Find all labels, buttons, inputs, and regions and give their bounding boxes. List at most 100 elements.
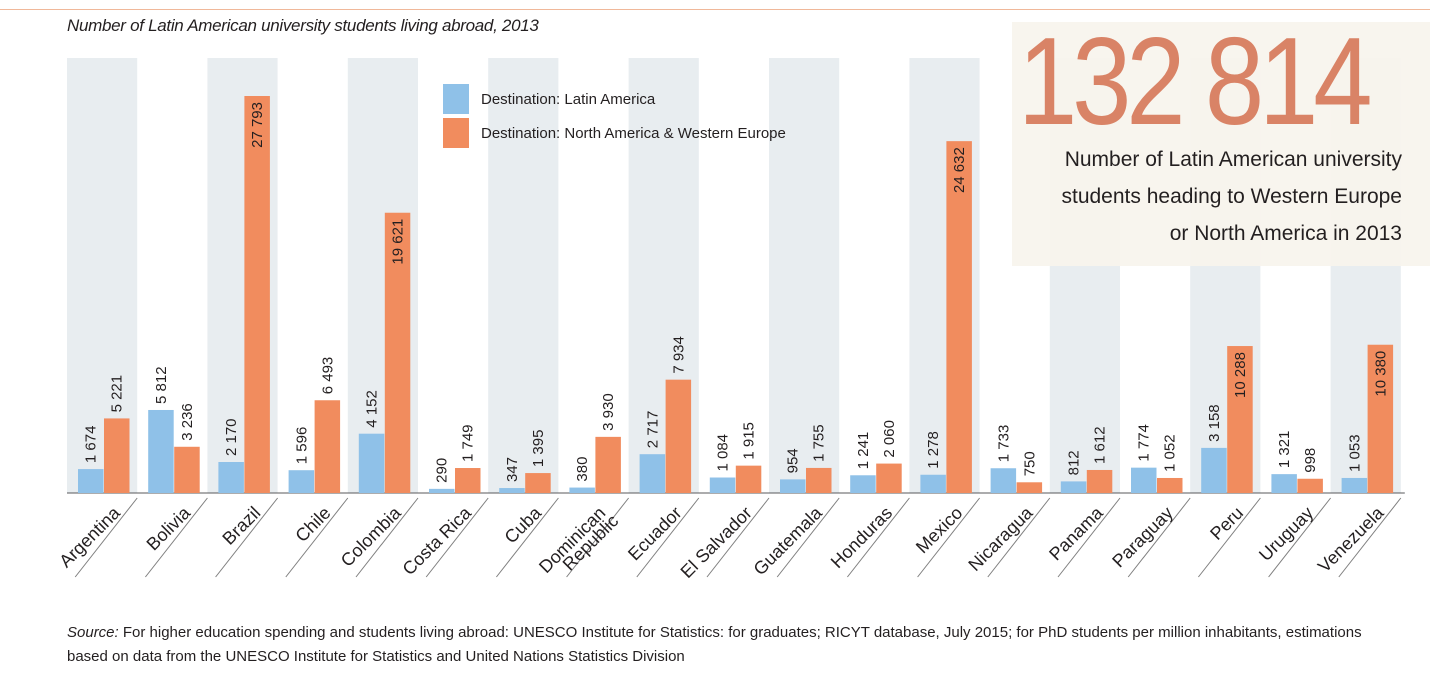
data-label: 812: [1066, 450, 1083, 475]
category-label: Honduras: [827, 503, 896, 572]
bar-latin-america: [499, 488, 525, 493]
category-separator: [496, 497, 559, 578]
data-label: 1 755: [811, 424, 828, 462]
data-label: 1 612: [1092, 426, 1109, 464]
data-label: 380: [574, 457, 591, 482]
source-label: Source:: [67, 624, 119, 641]
bar-north-america-europe: [1157, 477, 1183, 493]
data-label: 3 158: [1206, 404, 1223, 442]
bar-latin-america: [920, 474, 946, 493]
category-label: Cuba: [501, 502, 546, 547]
category-label: Guatemala: [750, 502, 827, 579]
bar-north-america-europe: [455, 468, 481, 493]
category-label: Colombia: [337, 502, 406, 571]
bar-north-america-europe: [525, 473, 551, 493]
bar-north-america-europe: [1086, 469, 1113, 493]
bar-north-america-europe: [665, 379, 692, 493]
category-separator: [215, 497, 278, 578]
data-label: 954: [785, 448, 802, 473]
category-separator: [706, 497, 770, 578]
bar-latin-america: [148, 409, 174, 493]
data-label: 5 221: [109, 375, 126, 413]
category-separator: [917, 497, 980, 578]
bar-latin-america: [569, 487, 595, 493]
bar-north-america-europe: [595, 436, 621, 493]
bar-latin-america: [780, 479, 806, 493]
category-separator: [1057, 497, 1121, 578]
data-label: 24 632: [951, 147, 968, 193]
data-label: 2 170: [223, 418, 240, 456]
category-separator: [636, 497, 700, 578]
background-band: [769, 58, 840, 493]
callout-line: or North America in 2013: [1169, 222, 1402, 245]
data-label: 1 733: [995, 425, 1012, 463]
bar-north-america-europe: [1016, 482, 1043, 493]
data-label: 10 380: [1372, 351, 1389, 397]
bar-latin-america: [429, 488, 455, 493]
callout-text: Number of Latin American university stud…: [1018, 141, 1402, 252]
data-label: 6 493: [319, 357, 336, 395]
bar-latin-america: [1131, 467, 1157, 493]
bar-latin-america: [1271, 474, 1297, 493]
category-separator: [1268, 497, 1331, 578]
data-label: 5 812: [153, 366, 170, 404]
category-separator: [847, 497, 910, 578]
bar-latin-america: [288, 470, 315, 493]
bar-latin-america: [218, 462, 244, 493]
data-label: 347: [504, 457, 521, 482]
bar-latin-america: [639, 454, 666, 493]
data-label: 1 395: [530, 430, 547, 468]
data-label: 1 749: [460, 424, 477, 462]
bar-north-america-europe: [735, 465, 762, 493]
data-label: 1 596: [293, 427, 310, 465]
category-label: Nicaragua: [964, 502, 1037, 575]
category-separator: [145, 497, 208, 578]
category-separator: [1198, 497, 1261, 578]
data-label: 750: [1021, 451, 1038, 476]
bar-north-america-europe: [946, 141, 972, 493]
category-label: Argentina: [55, 502, 124, 571]
legend-item-north-america-europe: Destination: North America & Western Eur…: [443, 118, 786, 148]
bar-north-america-europe: [876, 463, 902, 493]
data-label: 19 621: [390, 219, 407, 265]
category-separator: [425, 497, 489, 578]
category-label: Chile: [291, 503, 334, 546]
data-label: 1 278: [925, 431, 942, 469]
category-label: Brazil: [218, 503, 264, 549]
data-label: 1 084: [715, 434, 732, 472]
bar-north-america-europe: [314, 400, 341, 493]
bar-latin-america: [358, 433, 385, 493]
source-text: For higher education spending and studen…: [67, 624, 1362, 665]
legend-label: Destination: North America & Western Eur…: [481, 124, 786, 142]
data-label: 1 915: [741, 422, 758, 460]
legend-item-latin-america: Destination: Latin America: [443, 84, 655, 114]
bar-north-america-europe: [1367, 344, 1394, 493]
data-label: 4 152: [364, 390, 381, 428]
bar-north-america-europe: [1227, 346, 1253, 493]
data-label: 1 053: [1346, 434, 1363, 472]
bar-latin-america: [1201, 447, 1227, 493]
data-label: 1 321: [1276, 431, 1293, 469]
bar-north-america-europe: [1297, 478, 1323, 493]
callout-line: Number of Latin American university: [1064, 148, 1402, 171]
category-label: El Salvador: [677, 503, 756, 582]
data-label: 1 052: [1162, 434, 1179, 472]
bar-latin-america: [990, 468, 1017, 493]
category-separator: [285, 497, 349, 578]
bar-latin-america: [709, 477, 736, 493]
bar-north-america-europe: [384, 212, 411, 493]
data-label: 3 236: [179, 403, 196, 441]
callout-line: students heading to Western Europe: [1061, 185, 1402, 208]
bar-north-america-europe: [174, 446, 200, 493]
category-label: Paraguay: [1108, 503, 1177, 572]
bar-north-america-europe: [806, 467, 832, 493]
data-label: 27 793: [249, 102, 266, 148]
source-note: Source: For higher education spending an…: [67, 621, 1387, 669]
legend-label: Destination: Latin America: [481, 90, 656, 108]
category-label: Panama: [1045, 502, 1107, 564]
data-label: 10 288: [1232, 352, 1249, 398]
data-label: 290: [434, 458, 451, 483]
category-separator: [776, 497, 840, 578]
callout-box: [1012, 22, 1430, 266]
